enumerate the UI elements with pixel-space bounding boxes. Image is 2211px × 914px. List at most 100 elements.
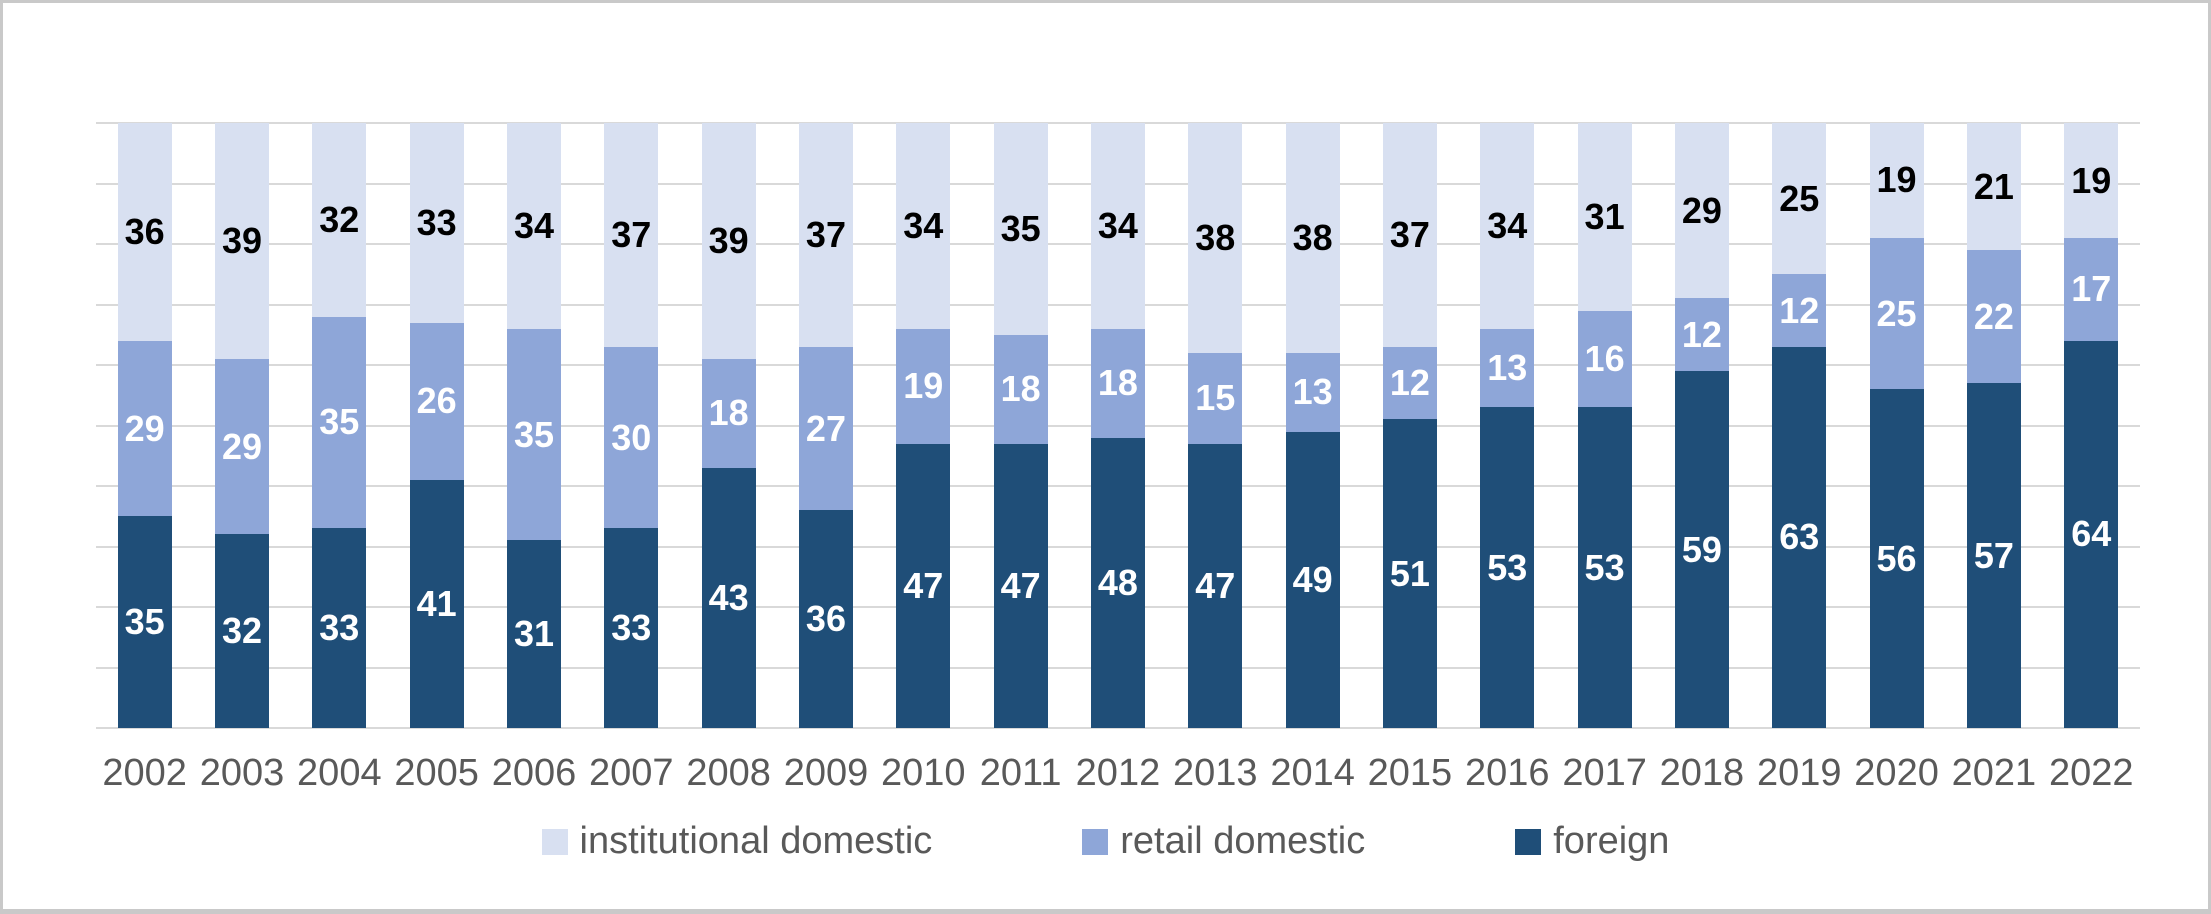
legend-label: institutional domestic: [579, 820, 933, 862]
value-label-institutional-domestic: 39: [708, 220, 749, 261]
value-label-institutional-domestic: 31: [1584, 195, 1625, 237]
bar-stack: 39 29 32: [214, 123, 269, 728]
bar-segment-foreign: 47: [993, 443, 1048, 728]
x-tick-label-2018: 2018: [1659, 752, 1745, 794]
x-tick-label-2015: 2015: [1367, 752, 1453, 794]
value-label-foreign: 47: [1000, 564, 1041, 606]
bar-segment-foreign: 51: [1382, 419, 1437, 728]
value-label-institutional-domestic: 25: [1779, 177, 1820, 219]
legend-item-retail-domestic: retail domestic: [1082, 819, 1365, 865]
value-label-institutional-domestic: 32: [319, 198, 360, 240]
bar-group-2012: 34 18 48: [1069, 123, 1166, 728]
bar-group-2005: 33 26 41: [388, 123, 485, 728]
value-label-foreign: 64: [2071, 513, 2112, 555]
bar-segment-foreign: 43: [701, 467, 756, 728]
value-label-retail-domestic: 18: [1097, 362, 1138, 404]
value-label-foreign: 57: [1973, 534, 2014, 576]
bar-stack: 29 12 59: [1674, 123, 1729, 728]
x-tick-label-2004: 2004: [297, 752, 382, 794]
x-tick-label-2006: 2006: [491, 752, 577, 794]
bar-segment-retail-domestic: 12: [1772, 274, 1827, 347]
bar-segment-institutional-domestic: 33: [409, 123, 464, 323]
bar-segment-institutional-domestic: 38: [1188, 123, 1243, 353]
value-label-institutional-domestic: 34: [1097, 204, 1138, 246]
bar-segment-foreign: 53: [1480, 407, 1535, 728]
value-label-retail-domestic: 12: [1681, 313, 1722, 355]
value-label-retail-domestic: 15: [1195, 377, 1236, 419]
bar-segment-retail-domestic: 22: [1966, 250, 2021, 384]
value-label-foreign: 41: [416, 582, 457, 624]
bar-segment-foreign: 57: [1966, 383, 2021, 728]
bar-segment-foreign: 56: [1869, 389, 1924, 728]
value-label-institutional-domestic: 39: [221, 220, 262, 261]
bar-segment-retail-domestic: 18: [993, 334, 1048, 444]
x-tick-label-2008: 2008: [686, 752, 771, 794]
legend-swatch-icon: [541, 828, 568, 855]
bar-segment-foreign: 41: [409, 479, 464, 728]
plot-area: 36 29 35 39 29 32 32 35 33 33 26 41 34 35 31 37 30 33 39 18…: [96, 122, 2140, 729]
x-tick-label-2016: 2016: [1464, 752, 1550, 794]
bar-segment-foreign: 53: [1577, 407, 1632, 728]
value-label-institutional-domestic: 36: [124, 210, 165, 252]
bar-segment-foreign: 47: [1188, 443, 1243, 728]
bar-group-2021: 21 22 57: [1945, 123, 2042, 728]
bar-group-2016: 34 13 53: [1459, 123, 1556, 728]
bar-segment-institutional-domestic: 34: [506, 123, 561, 329]
value-label-foreign: 33: [319, 607, 360, 649]
value-label-foreign: 56: [1876, 537, 1917, 579]
bar-stack: 39 18 43: [701, 123, 756, 728]
bar-stack: 34 18 48: [1090, 123, 1145, 728]
bar-segment-retail-domestic: 18: [1090, 328, 1145, 438]
legend-swatch-icon: [1082, 828, 1109, 855]
value-label-foreign: 33: [611, 607, 652, 649]
bar-segment-retail-domestic: 18: [701, 358, 756, 468]
bar-stack: 34 35 31: [506, 123, 561, 728]
bar-segment-retail-domestic: 27: [798, 346, 853, 511]
value-label-retail-domestic: 35: [319, 401, 360, 443]
legend-item-foreign: foreign: [1515, 819, 1669, 865]
bar-segment-retail-domestic: 35: [506, 328, 561, 541]
bar-segment-retail-domestic: 35: [312, 316, 367, 529]
bar-stack: 38 15 47: [1188, 123, 1243, 728]
value-label-foreign: 43: [708, 576, 749, 618]
bar-segment-retail-domestic: 19: [896, 328, 951, 444]
bar-segment-retail-domestic: 29: [214, 358, 269, 535]
bar-segment-retail-domestic: 17: [2064, 237, 2119, 341]
x-tick-label-2009: 2009: [783, 752, 869, 794]
bar-stack: 25 12 63: [1772, 123, 1827, 728]
bar-segment-foreign: 48: [1090, 437, 1145, 728]
x-tick-label-2010: 2010: [881, 752, 966, 794]
value-label-foreign: 36: [805, 598, 846, 640]
value-label-institutional-domestic: 34: [513, 204, 554, 246]
gridline-100: [96, 122, 2140, 124]
bar-segment-institutional-domestic: 35: [993, 123, 1048, 335]
legend-label: retail domestic: [1120, 820, 1366, 862]
value-label-retail-domestic: 17: [2071, 268, 2112, 310]
value-label-retail-domestic: 19: [903, 365, 944, 407]
bar-stack: 34 13 53: [1480, 123, 1535, 728]
x-tick-label-2005: 2005: [394, 752, 479, 794]
bar-stack: 37 27 36: [798, 123, 853, 728]
bar-stack: 35 18 47: [993, 123, 1048, 728]
value-label-institutional-domestic: 37: [805, 213, 846, 255]
value-label-institutional-domestic: 37: [611, 213, 652, 255]
value-label-foreign: 32: [221, 610, 262, 652]
value-label-institutional-domestic: 38: [1195, 216, 1236, 258]
bar-segment-institutional-domestic: 29: [1674, 123, 1729, 299]
bar-stack: 19 17 64: [2064, 123, 2119, 728]
bar-group-2006: 34 35 31: [485, 123, 582, 728]
bar-segment-foreign: 47: [896, 443, 951, 728]
bar-segment-institutional-domestic: 39: [701, 123, 756, 359]
value-label-retail-domestic: 18: [1000, 368, 1041, 410]
value-label-institutional-domestic: 38: [1292, 216, 1333, 258]
bar-group-2017: 31 16 53: [1556, 123, 1653, 728]
bar-stack: 19 25 56: [1869, 123, 1924, 728]
bar-group-2004: 32 35 33: [291, 123, 388, 728]
value-label-retail-domestic: 22: [1973, 295, 2014, 337]
x-tick-label-2013: 2013: [1173, 752, 1258, 794]
x-tick-label-2019: 2019: [1756, 752, 1842, 794]
x-tick-label-2012: 2012: [1075, 752, 1161, 794]
bar-group-2002: 36 29 35: [96, 123, 193, 728]
bar-segment-retail-domestic: 26: [409, 322, 464, 480]
